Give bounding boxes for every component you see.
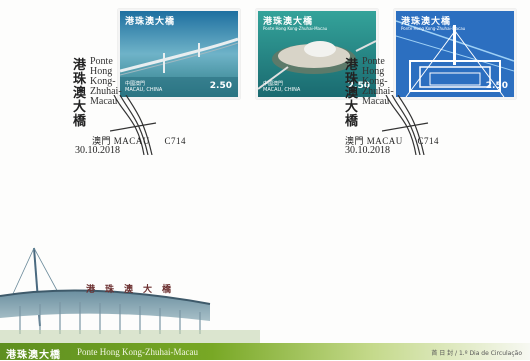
postmark-1-code: C714 (164, 136, 187, 146)
stamp-3-title: 港珠澳大橋 (401, 17, 452, 27)
stamp-2-subtitle: Ponte Hong Kong-Zhuhai-Macau (263, 26, 328, 31)
stamp-artificial-island: 港珠澳大橋 Ponte Hong Kong-Zhuhai-Macau 中國澳門 … (256, 9, 378, 99)
postmark-1-city: 澳門 MACAU (92, 136, 150, 146)
stamp-2-country-pt: MACAU, CHINA (263, 87, 301, 93)
stamp-2-value: 2.50 (347, 81, 370, 91)
postmark-2-chinese: 港珠澳大橋 (345, 58, 359, 129)
footer-title-pt: Ponte Hong Kong-Zhuhai-Macau (77, 347, 198, 357)
stamp-tunnel-art (396, 11, 514, 97)
building-sign: 港珠澳大橋 (86, 285, 182, 295)
footer-title-zh: 港珠澳大橋 (6, 350, 61, 361)
stamp-tunnel: 港珠澳大橋 Ponte Hong Kong-Zhuhai-Macau 2.50 (394, 9, 516, 99)
postmark-1-bar: 澳門 MACAU C714 (92, 134, 186, 147)
stamp-2-country-zh: 中國澳門 (263, 81, 284, 87)
postmark-1-date: 30.10.2018 (75, 145, 120, 156)
postmark-2-wave-lines (382, 95, 429, 155)
postmark-2-date: 30.10.2018 (345, 145, 390, 156)
stamp-3-subtitle: Ponte Hong Kong-Zhuhai-Macau (401, 26, 466, 31)
postmark-2-bar: 澳門 MACAU C714 (345, 134, 439, 147)
footer-first-day-label: 首 日 封 / 1.º Dia de Circulação (431, 350, 522, 357)
stamp-3-value: 2.50 (485, 81, 508, 91)
postmark-2-city: 澳門 MACAU (345, 136, 403, 146)
stamp-2-country: 中國澳門 MACAU, CHINA (263, 81, 300, 93)
postmark-1-portuguese: Ponte Hong Kong-Zhuhai-Macau (90, 56, 122, 107)
bridge-port-illustration (0, 247, 260, 344)
postmark-2-code: C714 (417, 136, 440, 146)
postmark-1-chinese: 港珠澳大橋 (73, 58, 87, 129)
postmark-1-wave-lines (110, 95, 157, 155)
stamp-bridge-sea: 港珠澳大橋 中國澳門 MACAU, CHINA 2.50 (118, 9, 240, 99)
stamp-island-art (258, 11, 376, 97)
stamp-2-title: 港珠澳大橋 (263, 17, 314, 27)
stamp-bridge-sea-art (120, 11, 238, 97)
stamp-1-country-pt: MACAU, CHINA (125, 87, 163, 93)
stamp-1-value: 2.50 (209, 81, 232, 91)
stamp-1-title: 港珠澳大橋 (125, 17, 176, 27)
footer-band (0, 343, 530, 360)
stamp-1-country-zh: 中國澳門 (125, 81, 146, 87)
postmark-2-portuguese: Ponte Hong Kong-Zhuhai-Macau (362, 56, 394, 107)
stamp-1-country: 中國澳門 MACAU, CHINA (125, 81, 162, 93)
